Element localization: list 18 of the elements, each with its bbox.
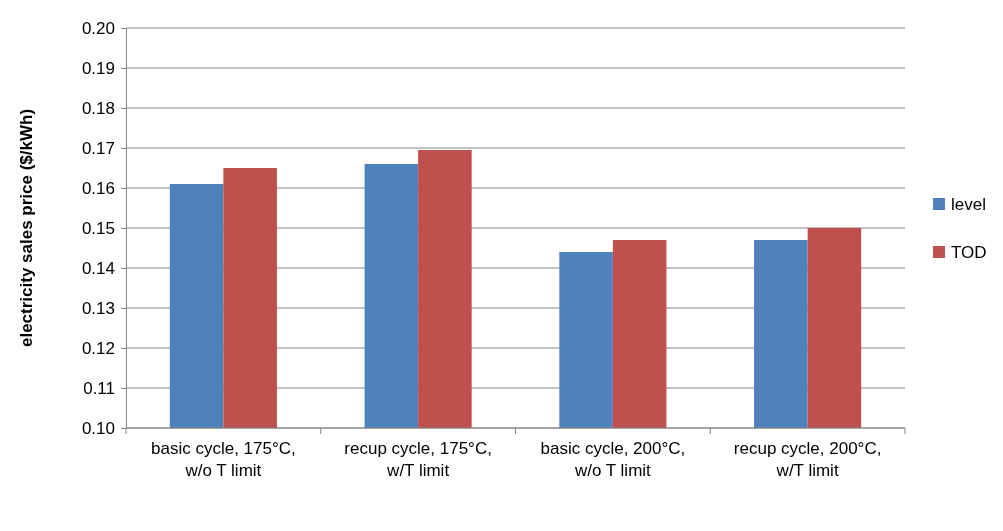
y-tick-label: 0.19 [81, 58, 115, 78]
legend-label: level [951, 194, 986, 214]
y-tick-label: 0.14 [81, 258, 115, 278]
y-axis-title: electricity sales price ($/kWh) [17, 108, 36, 348]
y-tick-label: 0.18 [81, 98, 115, 118]
x-tick-label: recup cycle, 200°C, w/T limit [733, 439, 882, 481]
y-tick-label: 0.20 [81, 18, 115, 38]
x-tick-label: recup cycle, 175°C, w/T limit [344, 439, 492, 481]
x-tick-label: basic cycle, 200°C, w/o T limit [540, 439, 686, 481]
y-tick-label: 0.11 [83, 378, 115, 398]
y-tick-label: 0.16 [81, 178, 115, 198]
y-tick-label: 0.12 [81, 338, 115, 358]
x-tick-label: basic cycle, 175°C, w/o T limit [151, 439, 296, 481]
y-tick-label: 0.10 [81, 418, 115, 438]
legend-label: TOD [951, 242, 987, 262]
y-tick-label: 0.17 [81, 138, 115, 158]
y-tick-label: 0.15 [81, 218, 115, 238]
y-tick-label: 0.13 [81, 298, 115, 318]
